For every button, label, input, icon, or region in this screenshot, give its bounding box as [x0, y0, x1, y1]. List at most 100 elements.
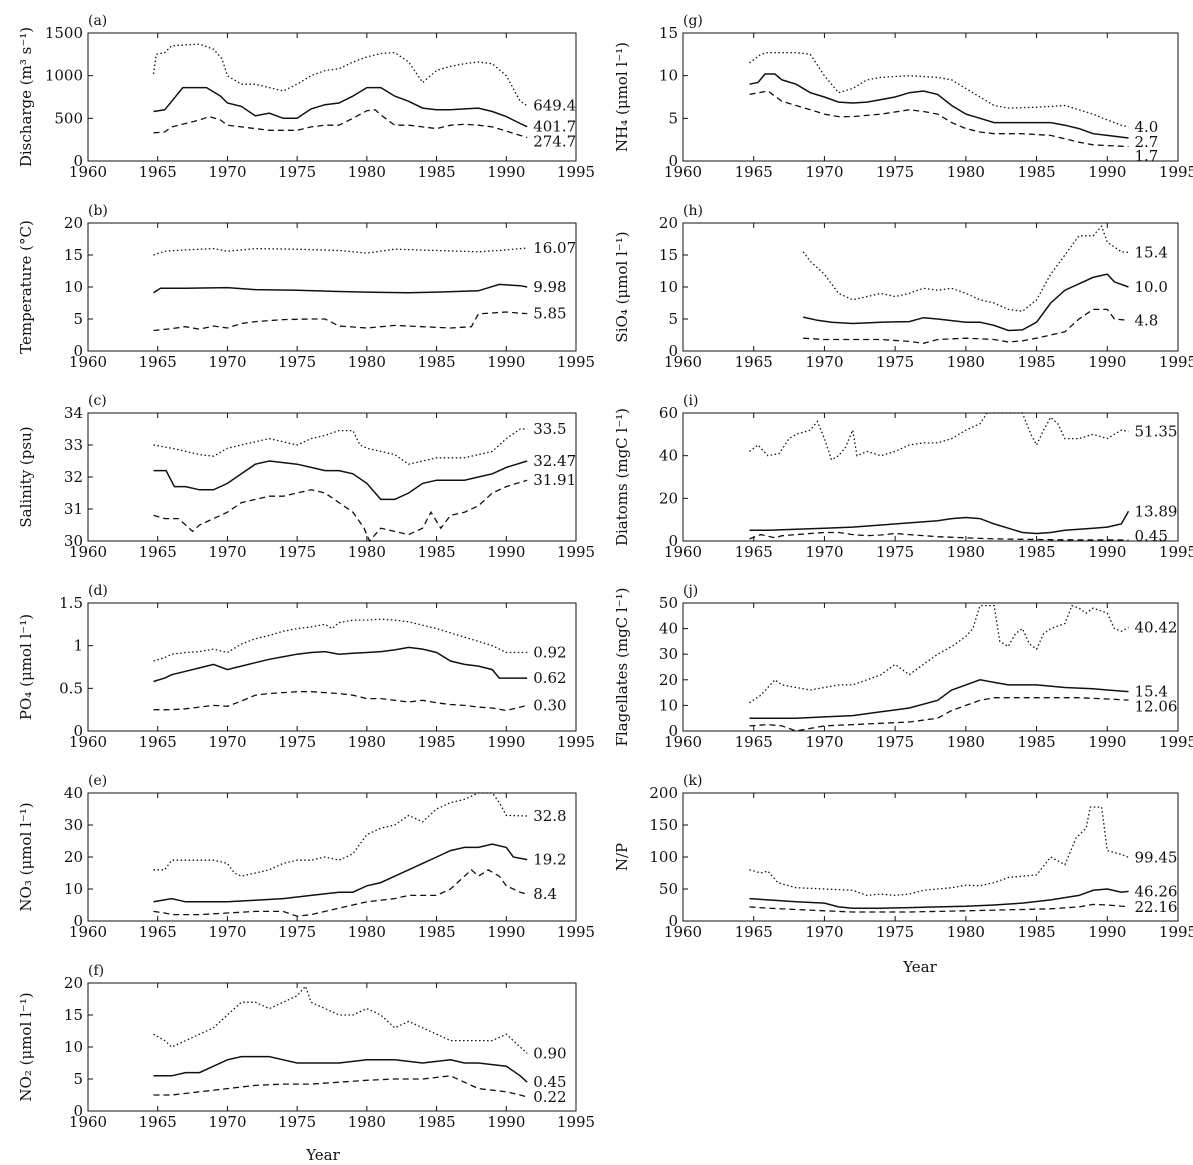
series-mean-line-i: [749, 510, 1130, 535]
x-tick-label: 1970: [208, 353, 246, 371]
panel-k: (k) 1960 1965 1970 1975 1980 1985 1990 1995 0 50 10…: [613, 773, 1193, 941]
x-tick-label: 1995: [1159, 733, 1193, 751]
y-tick-label: 5: [668, 109, 678, 127]
panel-label-e: (e): [88, 773, 107, 789]
x-tick-label: 1960: [69, 163, 107, 181]
x-tick-label: 1985: [1017, 733, 1055, 751]
y-axis-label-i: Diatoms (mgC l⁻¹): [613, 408, 631, 546]
x-tick-label: 1975: [278, 1113, 316, 1131]
y-tick-label: 0.5: [59, 679, 83, 697]
series-max-line-j: [749, 604, 1129, 704]
panel-label-g: (g): [683, 13, 703, 29]
y-tick-label: 10: [64, 880, 83, 898]
y-tick-label: 20: [659, 489, 678, 507]
end-value-label-max-f: 0.90: [533, 1044, 566, 1062]
series-max-line-k: [749, 806, 1129, 897]
x-tick-label: 1970: [805, 163, 843, 181]
end-value-label-min-b: 5.85: [533, 305, 566, 323]
y-tick-label: 0: [73, 722, 83, 740]
x-tick-label: 1990: [487, 1113, 525, 1131]
end-value-label-min-a: 274.7: [533, 133, 576, 151]
panel-e: (e) 1960 1965 1970 1975 1980 1985 1990 1995 0 10 20…: [17, 773, 595, 941]
end-value-label-min-c: 31.91: [533, 471, 576, 489]
y-tick-label: 200: [649, 784, 678, 802]
y-tick-label: 0: [73, 912, 83, 930]
y-tick-label: 10: [659, 67, 678, 85]
x-tick-label: 1975: [876, 543, 914, 561]
series-mean-line-c: [153, 460, 528, 501]
series-max-line-f: [153, 984, 528, 1054]
series-min-line-a: [153, 109, 528, 139]
x-tick-label: 1975: [876, 923, 914, 941]
x-tick-label: 1980: [348, 163, 386, 181]
x-tick-label: 1975: [876, 733, 914, 751]
series-min-line-e: [153, 868, 528, 917]
y-tick-label: 15: [659, 24, 678, 42]
y-tick-label: 1500: [45, 24, 83, 42]
x-tick-label: 1970: [208, 1113, 246, 1131]
end-value-label-mean-f: 0.45: [533, 1073, 566, 1091]
y-tick-label: 32: [64, 468, 83, 486]
x-tick-label: 1985: [1017, 353, 1055, 371]
series-mean-line-f: [153, 1055, 528, 1083]
series-mean-line-b: [153, 283, 528, 294]
plot-frame-g: [682, 32, 1179, 162]
y-tick-label: 5: [73, 1070, 83, 1088]
x-tick-label: 1970: [805, 733, 843, 751]
panel-g: (g) 1960 1965 1970 1975 1980 1985 1990 1995 0 5 10 1…: [613, 13, 1193, 181]
x-tick-label: 1970: [208, 923, 246, 941]
end-value-label-max-j: 40.42: [1135, 619, 1178, 637]
series-mean-line-h: [803, 273, 1129, 332]
x-tick-label: 1980: [348, 353, 386, 371]
y-tick-label: 40: [659, 620, 678, 638]
y-axis-label-b: Temperature (°C): [17, 220, 35, 354]
y-axis-label-h: SiO₄ (μmol l⁻¹): [613, 231, 631, 342]
x-tick-label: 1995: [557, 163, 595, 181]
panel-d: (d) 1960 1965 1970 1975 1980 1985 1990 1995 0 0.5 1…: [17, 583, 595, 751]
end-value-label-max-g: 4.0: [1135, 118, 1159, 136]
x-tick-label: 1960: [69, 1113, 107, 1131]
x-tick-label: 1965: [139, 543, 177, 561]
y-tick-label: 20: [659, 671, 678, 689]
x-tick-label: 1985: [417, 353, 455, 371]
y-axis-label-k: N/P: [613, 843, 631, 871]
y-tick-label: 0: [668, 532, 678, 550]
panel-label-i: (i): [683, 393, 698, 409]
y-tick-label: 0: [668, 342, 678, 360]
series-max-line-h: [802, 224, 1129, 312]
end-value-label-max-i: 51.35: [1135, 422, 1178, 440]
x-tick-label: 1960: [69, 923, 107, 941]
plot-frame-a: [87, 32, 577, 162]
y-tick-label: 5: [73, 310, 83, 328]
y-tick-label: 500: [54, 109, 83, 127]
panel-label-d: (d): [88, 583, 108, 599]
x-tick-label: 1970: [805, 923, 843, 941]
y-tick-label: 0: [668, 152, 678, 170]
panel-h: (h) 1960 1965 1970 1975 1980 1985 1990 1995 0 5 10 1…: [613, 203, 1193, 371]
x-tick-label: 1980: [348, 923, 386, 941]
series-mean-line-k: [749, 888, 1129, 909]
x-tick-label: 1965: [735, 353, 773, 371]
x-tick-label: 1990: [1088, 163, 1126, 181]
x-axis-title-right: Year: [902, 958, 937, 976]
y-tick-label: 31: [64, 500, 83, 518]
x-tick-label: 1960: [664, 923, 702, 941]
series-mean-line-d: [153, 646, 528, 683]
y-axis-label-c: Salinity (psu): [17, 426, 35, 527]
end-value-label-max-e: 32.8: [533, 807, 566, 825]
y-tick-label: 33: [64, 436, 83, 454]
end-value-label-max-b: 16.07: [533, 239, 576, 257]
x-tick-label: 1985: [417, 1113, 455, 1131]
x-tick-label: 1960: [664, 733, 702, 751]
end-value-label-mean-k: 46.26: [1135, 882, 1178, 900]
x-tick-label: 1995: [557, 923, 595, 941]
y-tick-label: 10: [64, 1038, 83, 1056]
x-tick-label: 1970: [805, 353, 843, 371]
y-tick-label: 20: [64, 214, 83, 232]
x-tick-label: 1995: [557, 353, 595, 371]
series-min-line-h: [803, 308, 1129, 344]
end-value-label-min-j: 12.06: [1135, 698, 1178, 716]
x-tick-label: 1985: [1017, 543, 1055, 561]
x-tick-label: 1980: [947, 353, 985, 371]
